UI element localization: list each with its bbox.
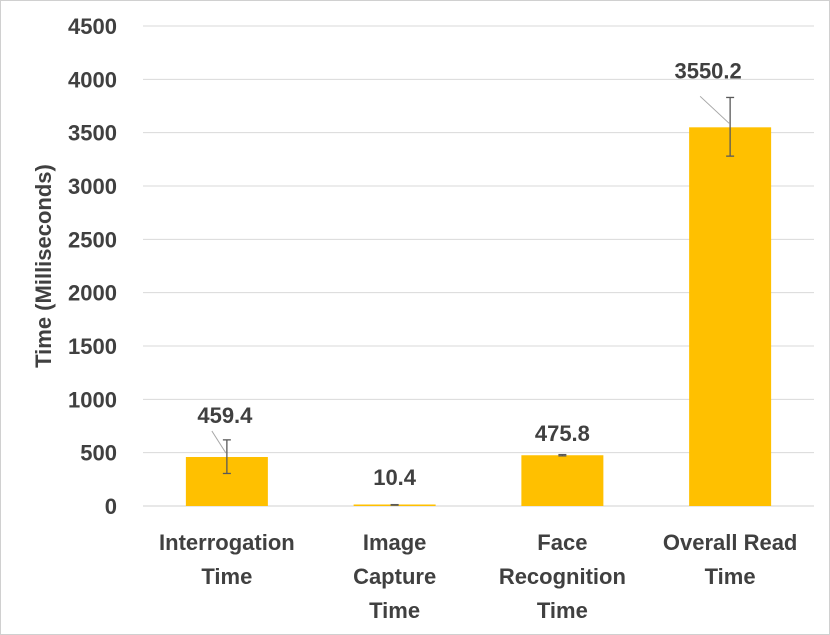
- category-label: Time: [705, 564, 756, 589]
- x-axis-category-labels: Interrogation Time Image Capture Time Face Rec…: [159, 530, 797, 623]
- label-leader-line: [699, 95, 730, 124]
- label-leader-lines: [211, 95, 730, 454]
- error-bars: [222, 96, 735, 506]
- y-tick-label: 4500: [68, 14, 117, 39]
- category-label: Recognition: [499, 564, 626, 589]
- data-label: 10.4: [373, 465, 417, 490]
- y-axis-tick-labels: 0 500 1000 1500 2000 2500 3000 3500 4000 4500: [68, 14, 117, 519]
- category-label: Interrogation: [159, 530, 295, 555]
- y-tick-label: 4000: [68, 67, 117, 92]
- y-tick-label: 1000: [68, 387, 117, 412]
- bar: [521, 455, 604, 506]
- data-label: 459.4: [197, 403, 253, 428]
- category-label: Image: [363, 530, 427, 555]
- y-tick-label: 3000: [68, 174, 117, 199]
- bars: [185, 127, 772, 506]
- data-labels: 459.4 10.4 475.8 3550.2: [197, 58, 741, 490]
- label-leader-line: [211, 430, 227, 454]
- category-label: Face: [537, 530, 587, 555]
- data-label: 475.8: [535, 421, 590, 446]
- category-label: Overall Read: [663, 530, 798, 555]
- y-tick-label: 500: [80, 441, 117, 466]
- y-tick-label: 3500: [68, 121, 117, 146]
- category-label: Capture: [353, 564, 436, 589]
- category-label: Time: [369, 598, 420, 623]
- data-label: 3550.2: [674, 58, 741, 83]
- category-label: Time: [201, 564, 252, 589]
- y-axis-title: Time (Milliseconds): [31, 164, 56, 368]
- y-tick-label: 2500: [68, 227, 117, 252]
- y-tick-label: 0: [105, 494, 117, 519]
- y-tick-label: 2000: [68, 281, 117, 306]
- bar: [689, 127, 772, 506]
- category-label: Time: [537, 598, 588, 623]
- y-tick-label: 1500: [68, 334, 117, 359]
